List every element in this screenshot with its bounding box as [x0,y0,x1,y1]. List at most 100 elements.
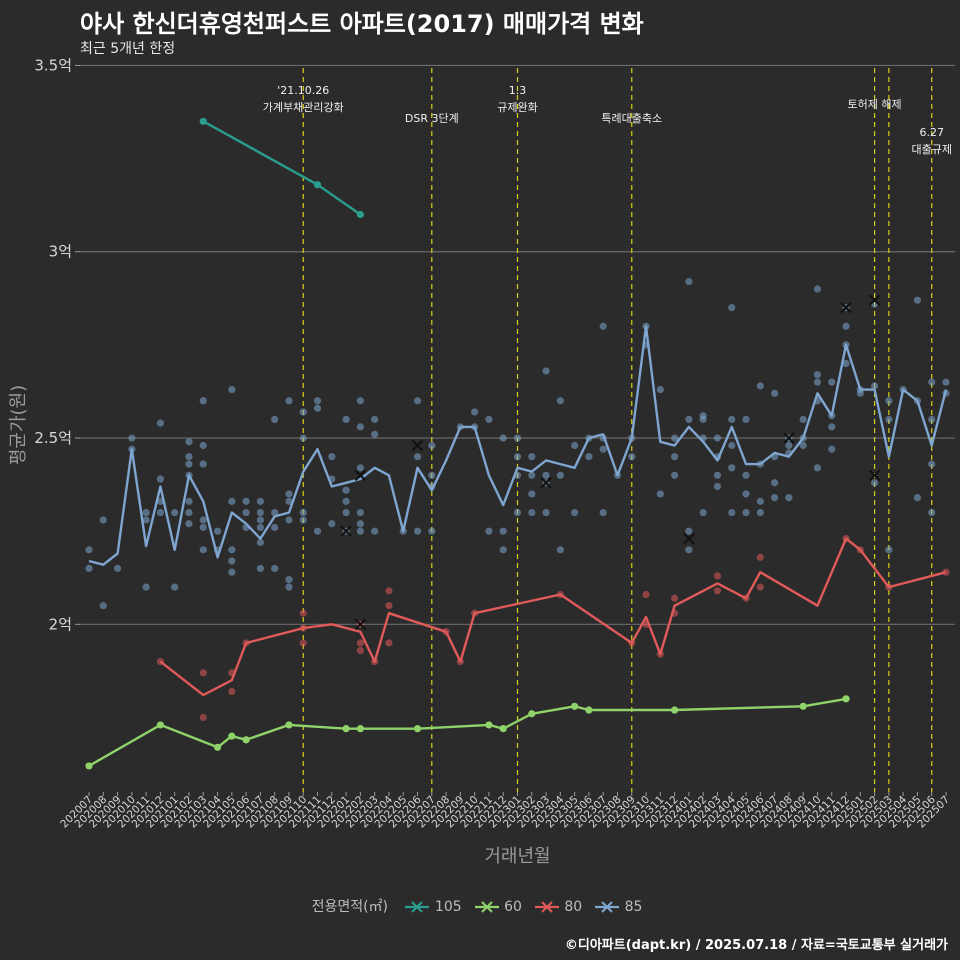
legend-item-85: 85 [594,899,642,915]
deal-point-85 [256,508,264,517]
deal-point-85 [171,508,179,517]
deal-point-85 [813,378,822,386]
deal-point-85 [142,583,150,591]
deal-point-85 [342,508,350,517]
series-point-60 [356,725,364,733]
deal-point-85 [256,538,264,546]
series-point-60 [671,706,679,714]
deal-point-85 [356,397,364,405]
series-line-105 [202,120,362,216]
deal-point-80 [299,639,307,647]
deal-point-85 [699,415,707,424]
deal-point-85 [299,434,307,442]
deal-point-85 [99,516,107,524]
series-point-105 [313,181,322,189]
deal-point-85 [699,508,707,517]
deal-point-85 [228,557,236,565]
deal-point-85 [328,453,336,461]
deal-point-80 [228,687,236,696]
deal-point-85 [813,371,822,379]
deal-point-85 [256,516,264,524]
deal-point-85 [271,564,279,573]
deal-point-85 [428,441,436,450]
deal-point-85 [928,460,936,468]
legend-swatch-icon [405,901,430,913]
deal-point-85 [513,434,522,442]
deal-point-85 [571,441,579,450]
series-point-60 [228,732,236,740]
series-point-60 [413,725,422,733]
cancelled-marker [683,532,695,545]
series-point-60 [571,702,579,710]
deal-point-85 [113,564,122,573]
deal-point-85 [413,453,422,461]
deal-point-85 [185,438,193,446]
deal-point-85 [728,415,736,424]
legend-label: 105 [430,899,462,915]
deal-point-85 [542,471,550,479]
deal-point-85 [242,497,250,505]
deal-point-85 [942,378,950,386]
deal-point-85 [285,497,293,505]
deal-point-80 [299,609,307,617]
deal-point-85 [413,527,422,535]
legend-item-80: 80 [534,899,582,915]
policy-label: 6.27 [919,126,944,139]
deal-point-85 [185,497,193,505]
deal-point-85 [142,516,150,524]
deal-point-85 [256,523,264,532]
deal-point-85 [185,460,193,468]
deal-point-85 [199,460,207,468]
policy-label: 특례대출축소 [601,112,662,125]
legend-swatch-icon [474,901,499,913]
deal-point-85 [299,408,307,416]
legend-title: 전용면적(㎡) [311,899,389,915]
deal-point-80 [642,590,650,599]
deal-point-85 [185,520,193,528]
deal-point-85 [713,471,722,479]
cancelled-marker [354,618,367,631]
deal-point-85 [256,497,264,505]
deal-point-85 [913,296,922,304]
deal-point-85 [713,434,722,442]
deal-point-85 [528,471,536,479]
deal-point-85 [156,508,165,517]
policy-label: 규제완화 [497,101,537,114]
deal-point-85 [285,397,293,405]
deal-point-85 [685,546,693,554]
cancelled-marker [868,294,881,306]
deal-point-85 [885,397,893,405]
deal-point-85 [599,445,607,453]
deal-point-85 [285,490,293,498]
deal-point-80 [199,713,207,722]
legend: 전용면적(㎡) 105 60 80 85 [0,896,960,916]
deal-point-85 [528,508,536,517]
cancelled-marker [783,432,795,444]
deal-point-85 [742,508,750,517]
deal-point-85 [756,497,764,505]
deal-point-80 [356,639,364,647]
deal-point-85 [285,576,293,584]
series-point-60 [585,706,593,714]
legend-label: 85 [620,899,643,915]
deal-point-85 [671,453,679,461]
deal-point-85 [870,479,879,487]
deal-point-85 [285,516,293,524]
deal-point-85 [428,527,436,535]
deal-point-85 [342,497,350,505]
deal-point-85 [828,445,836,453]
deal-point-85 [228,568,236,576]
legend-swatch-icon [534,901,559,913]
deal-point-85 [185,453,193,461]
deal-point-85 [485,415,493,424]
deal-point-80 [713,572,722,580]
y-tick-label: 2억 [49,615,72,633]
deal-point-85 [228,546,236,554]
deal-point-85 [228,386,236,394]
deal-point-85 [513,453,522,461]
deal-point-85 [828,378,836,386]
deal-point-85 [585,453,593,461]
deal-point-85 [499,546,507,554]
deal-point-85 [371,430,379,438]
deal-point-85 [356,508,364,517]
